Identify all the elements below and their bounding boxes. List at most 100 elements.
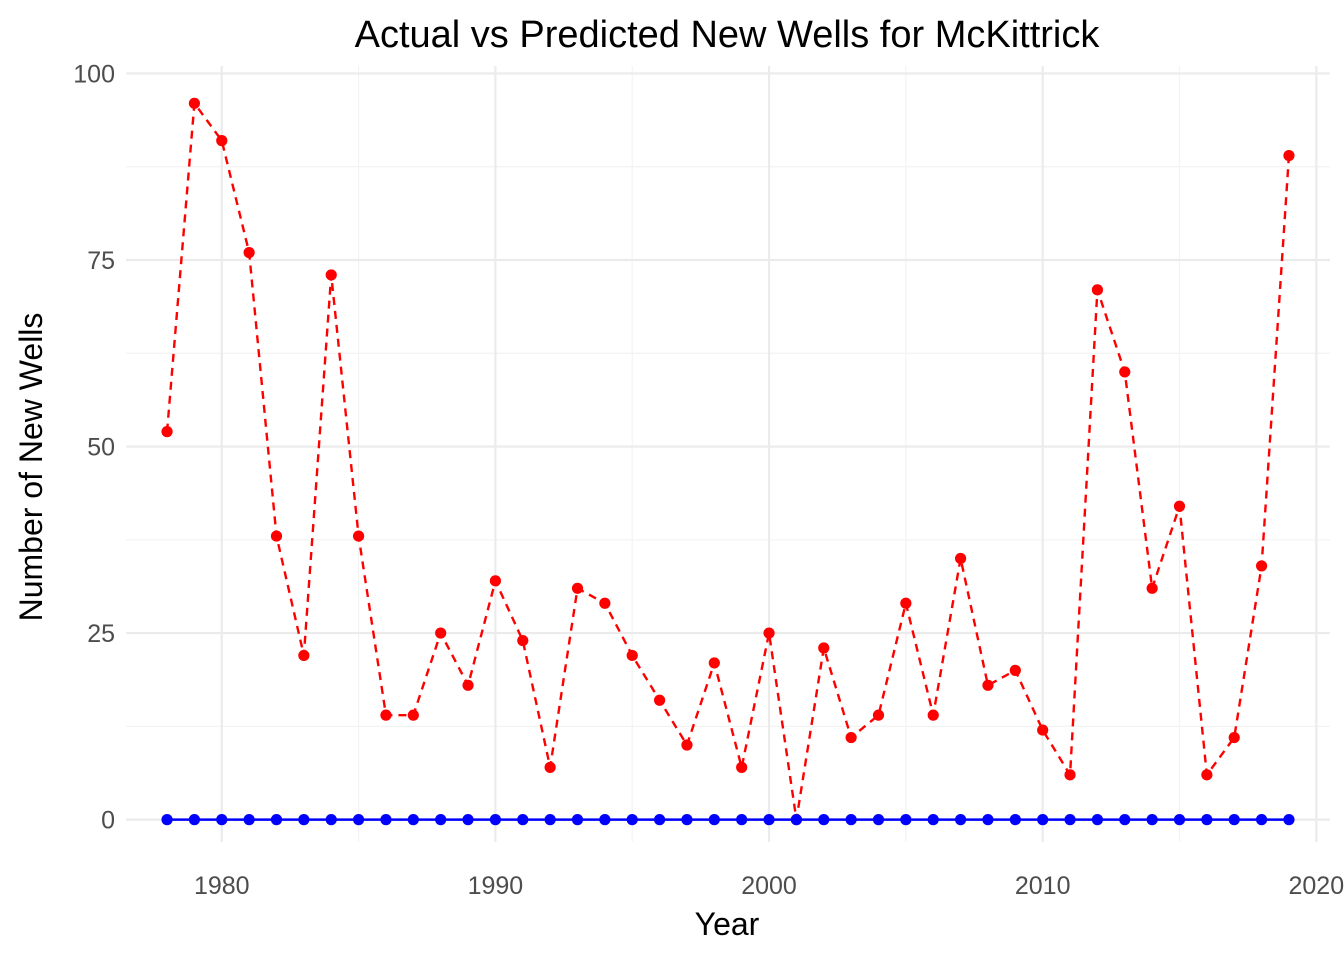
series-2-point xyxy=(845,814,857,826)
series-2-point xyxy=(872,814,885,826)
series-2-point xyxy=(681,814,693,826)
series-1-point xyxy=(1037,724,1049,736)
x-axis-ticks: 1980 1990 2000 2010 2020 xyxy=(194,872,1344,900)
series-1-point xyxy=(325,269,337,281)
series-2-point xyxy=(1064,814,1076,826)
series-1-point xyxy=(1064,769,1076,781)
series-1-point xyxy=(243,246,255,259)
series-1-point xyxy=(1283,149,1295,162)
series-1-point xyxy=(927,709,939,721)
series-2-point xyxy=(1146,814,1158,826)
series-2-point xyxy=(790,814,803,826)
series-1-point xyxy=(736,761,748,773)
series-2-point xyxy=(900,814,912,826)
series-1-point xyxy=(407,709,419,721)
x-tick-label: 2010 xyxy=(1015,872,1071,900)
series-2-point xyxy=(736,814,748,826)
series-1-point xyxy=(982,679,994,691)
series-1-point xyxy=(1228,731,1240,744)
y-axis-ticks: 0 25 50 75 100 xyxy=(73,60,115,834)
y-tick-label: 100 xyxy=(73,60,115,88)
y-tick-label: 25 xyxy=(87,620,115,648)
series-1-point xyxy=(489,575,502,587)
series-2-point xyxy=(161,814,173,826)
chart-title: Actual vs Predicted New Wells for McKitt… xyxy=(355,14,1101,56)
x-tick-label: 1990 xyxy=(468,872,524,900)
series-2-point xyxy=(708,814,720,826)
series-1-point xyxy=(845,731,857,744)
series-2-point xyxy=(1228,814,1240,826)
series-1-point xyxy=(1091,284,1104,296)
series-1-point xyxy=(352,530,365,542)
y-axis-title: Number of New Wells xyxy=(13,313,49,622)
series-2-point xyxy=(380,814,392,826)
series-2-point xyxy=(188,814,201,826)
series-2-point xyxy=(407,814,419,826)
series-2-point xyxy=(544,814,556,826)
series-2-point xyxy=(626,814,638,826)
series-1-point xyxy=(270,530,283,542)
series-2-point xyxy=(927,814,939,826)
series-1-point xyxy=(763,627,775,639)
series-1-point xyxy=(1201,769,1213,781)
series-2-point xyxy=(325,814,337,826)
series-1-point xyxy=(708,657,720,669)
series-2-point xyxy=(1119,814,1131,826)
series-1-point xyxy=(900,597,912,609)
series-2-point xyxy=(1201,814,1213,826)
series-2-point xyxy=(1009,814,1021,826)
series-1-point xyxy=(653,694,666,706)
series-1-point xyxy=(1119,366,1131,378)
x-tick-label: 2020 xyxy=(1289,872,1344,900)
series-2-point xyxy=(435,814,447,826)
series-2-point xyxy=(1173,814,1186,826)
series-1-point xyxy=(462,679,474,691)
series-1-point xyxy=(188,97,201,109)
series-2-point xyxy=(517,814,529,826)
series-1-point xyxy=(954,552,967,565)
series-1-point xyxy=(298,649,310,662)
series-2-point xyxy=(243,814,255,826)
y-tick-label: 0 xyxy=(101,807,115,835)
y-tick-label: 50 xyxy=(87,434,115,462)
series-1-point xyxy=(599,597,611,609)
series-2-point xyxy=(653,814,666,826)
series-2-point xyxy=(489,814,502,826)
series-1-point xyxy=(161,426,173,438)
series-2-point xyxy=(462,814,474,826)
series-1-point xyxy=(1009,664,1021,676)
series-2-point xyxy=(599,814,611,826)
series-1-point xyxy=(216,135,228,147)
series-1-point xyxy=(872,709,885,721)
series-2-point xyxy=(1283,814,1295,826)
series-2-point xyxy=(298,814,310,826)
series-2-point xyxy=(270,814,283,826)
series-2-point xyxy=(1255,814,1268,826)
series-1-point xyxy=(571,582,584,594)
series-2-point xyxy=(1091,814,1104,826)
series-1-point xyxy=(380,709,392,721)
x-axis-title: Year xyxy=(695,906,760,942)
x-tick-label: 2000 xyxy=(741,872,797,900)
series-2-point xyxy=(763,814,775,826)
series-1-point xyxy=(626,649,638,662)
series-1-point xyxy=(1255,560,1268,572)
series-2-point xyxy=(216,814,228,826)
series-1-point xyxy=(681,739,693,751)
series-1-point xyxy=(517,634,529,647)
series-1-point xyxy=(435,627,447,639)
series-1-point xyxy=(1146,582,1158,594)
y-tick-label: 75 xyxy=(87,247,115,275)
series-2-point xyxy=(1037,814,1049,826)
series-2-point xyxy=(818,814,830,826)
series-1-point xyxy=(818,642,830,654)
series-layer xyxy=(161,97,1295,826)
series-1-point xyxy=(544,761,556,773)
series-2-point xyxy=(352,814,365,826)
series-1-line xyxy=(165,100,1291,820)
series-2-point xyxy=(571,814,584,826)
x-tick-label: 1980 xyxy=(194,872,250,900)
grid xyxy=(126,66,1330,842)
series-2-point xyxy=(982,814,994,826)
